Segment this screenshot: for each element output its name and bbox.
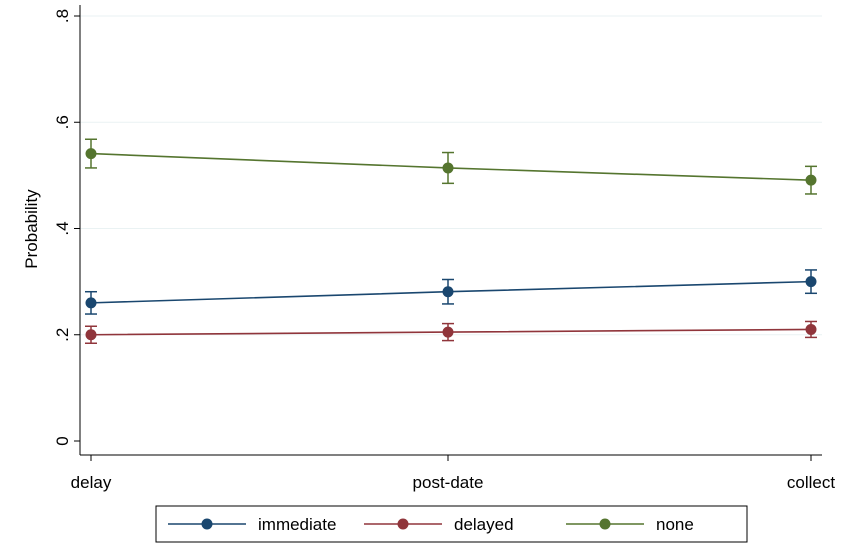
y-tick-label: .8 — [53, 9, 72, 23]
x-tick-label: delay — [71, 473, 112, 492]
series-delayed — [85, 320, 817, 344]
data-point — [442, 326, 454, 338]
y-ticks: 0 .2 .4 .6 .8 — [53, 9, 80, 446]
y-tick-label: 0 — [53, 436, 72, 445]
legend: immediate delayed none — [155, 505, 748, 543]
data-point — [85, 329, 97, 341]
series-immediate — [85, 269, 817, 315]
legend-label: delayed — [454, 515, 514, 534]
x-tick-label: collect — [787, 473, 835, 492]
legend-marker — [201, 518, 213, 530]
data-point — [805, 323, 817, 335]
axes — [79, 5, 822, 456]
legend-marker — [397, 518, 409, 530]
series — [85, 138, 817, 344]
series-none — [85, 138, 817, 195]
legend-box — [155, 505, 748, 543]
data-point — [442, 162, 454, 174]
y-axis-title: Probability — [22, 189, 41, 269]
data-point — [805, 276, 817, 288]
legend-marker — [599, 518, 611, 530]
x-tick-label: post-date — [413, 473, 484, 492]
y-tick-label: .6 — [53, 115, 72, 129]
x-ticks: delay post-date collect — [71, 455, 835, 492]
data-point — [442, 286, 454, 298]
grid — [80, 15, 822, 336]
y-tick-label: .4 — [53, 221, 72, 235]
legend-label: immediate — [258, 515, 336, 534]
data-point — [85, 297, 97, 309]
data-point — [805, 174, 817, 186]
data-point — [85, 148, 97, 160]
y-tick-label: .2 — [53, 328, 72, 342]
legend-label: none — [656, 515, 694, 534]
